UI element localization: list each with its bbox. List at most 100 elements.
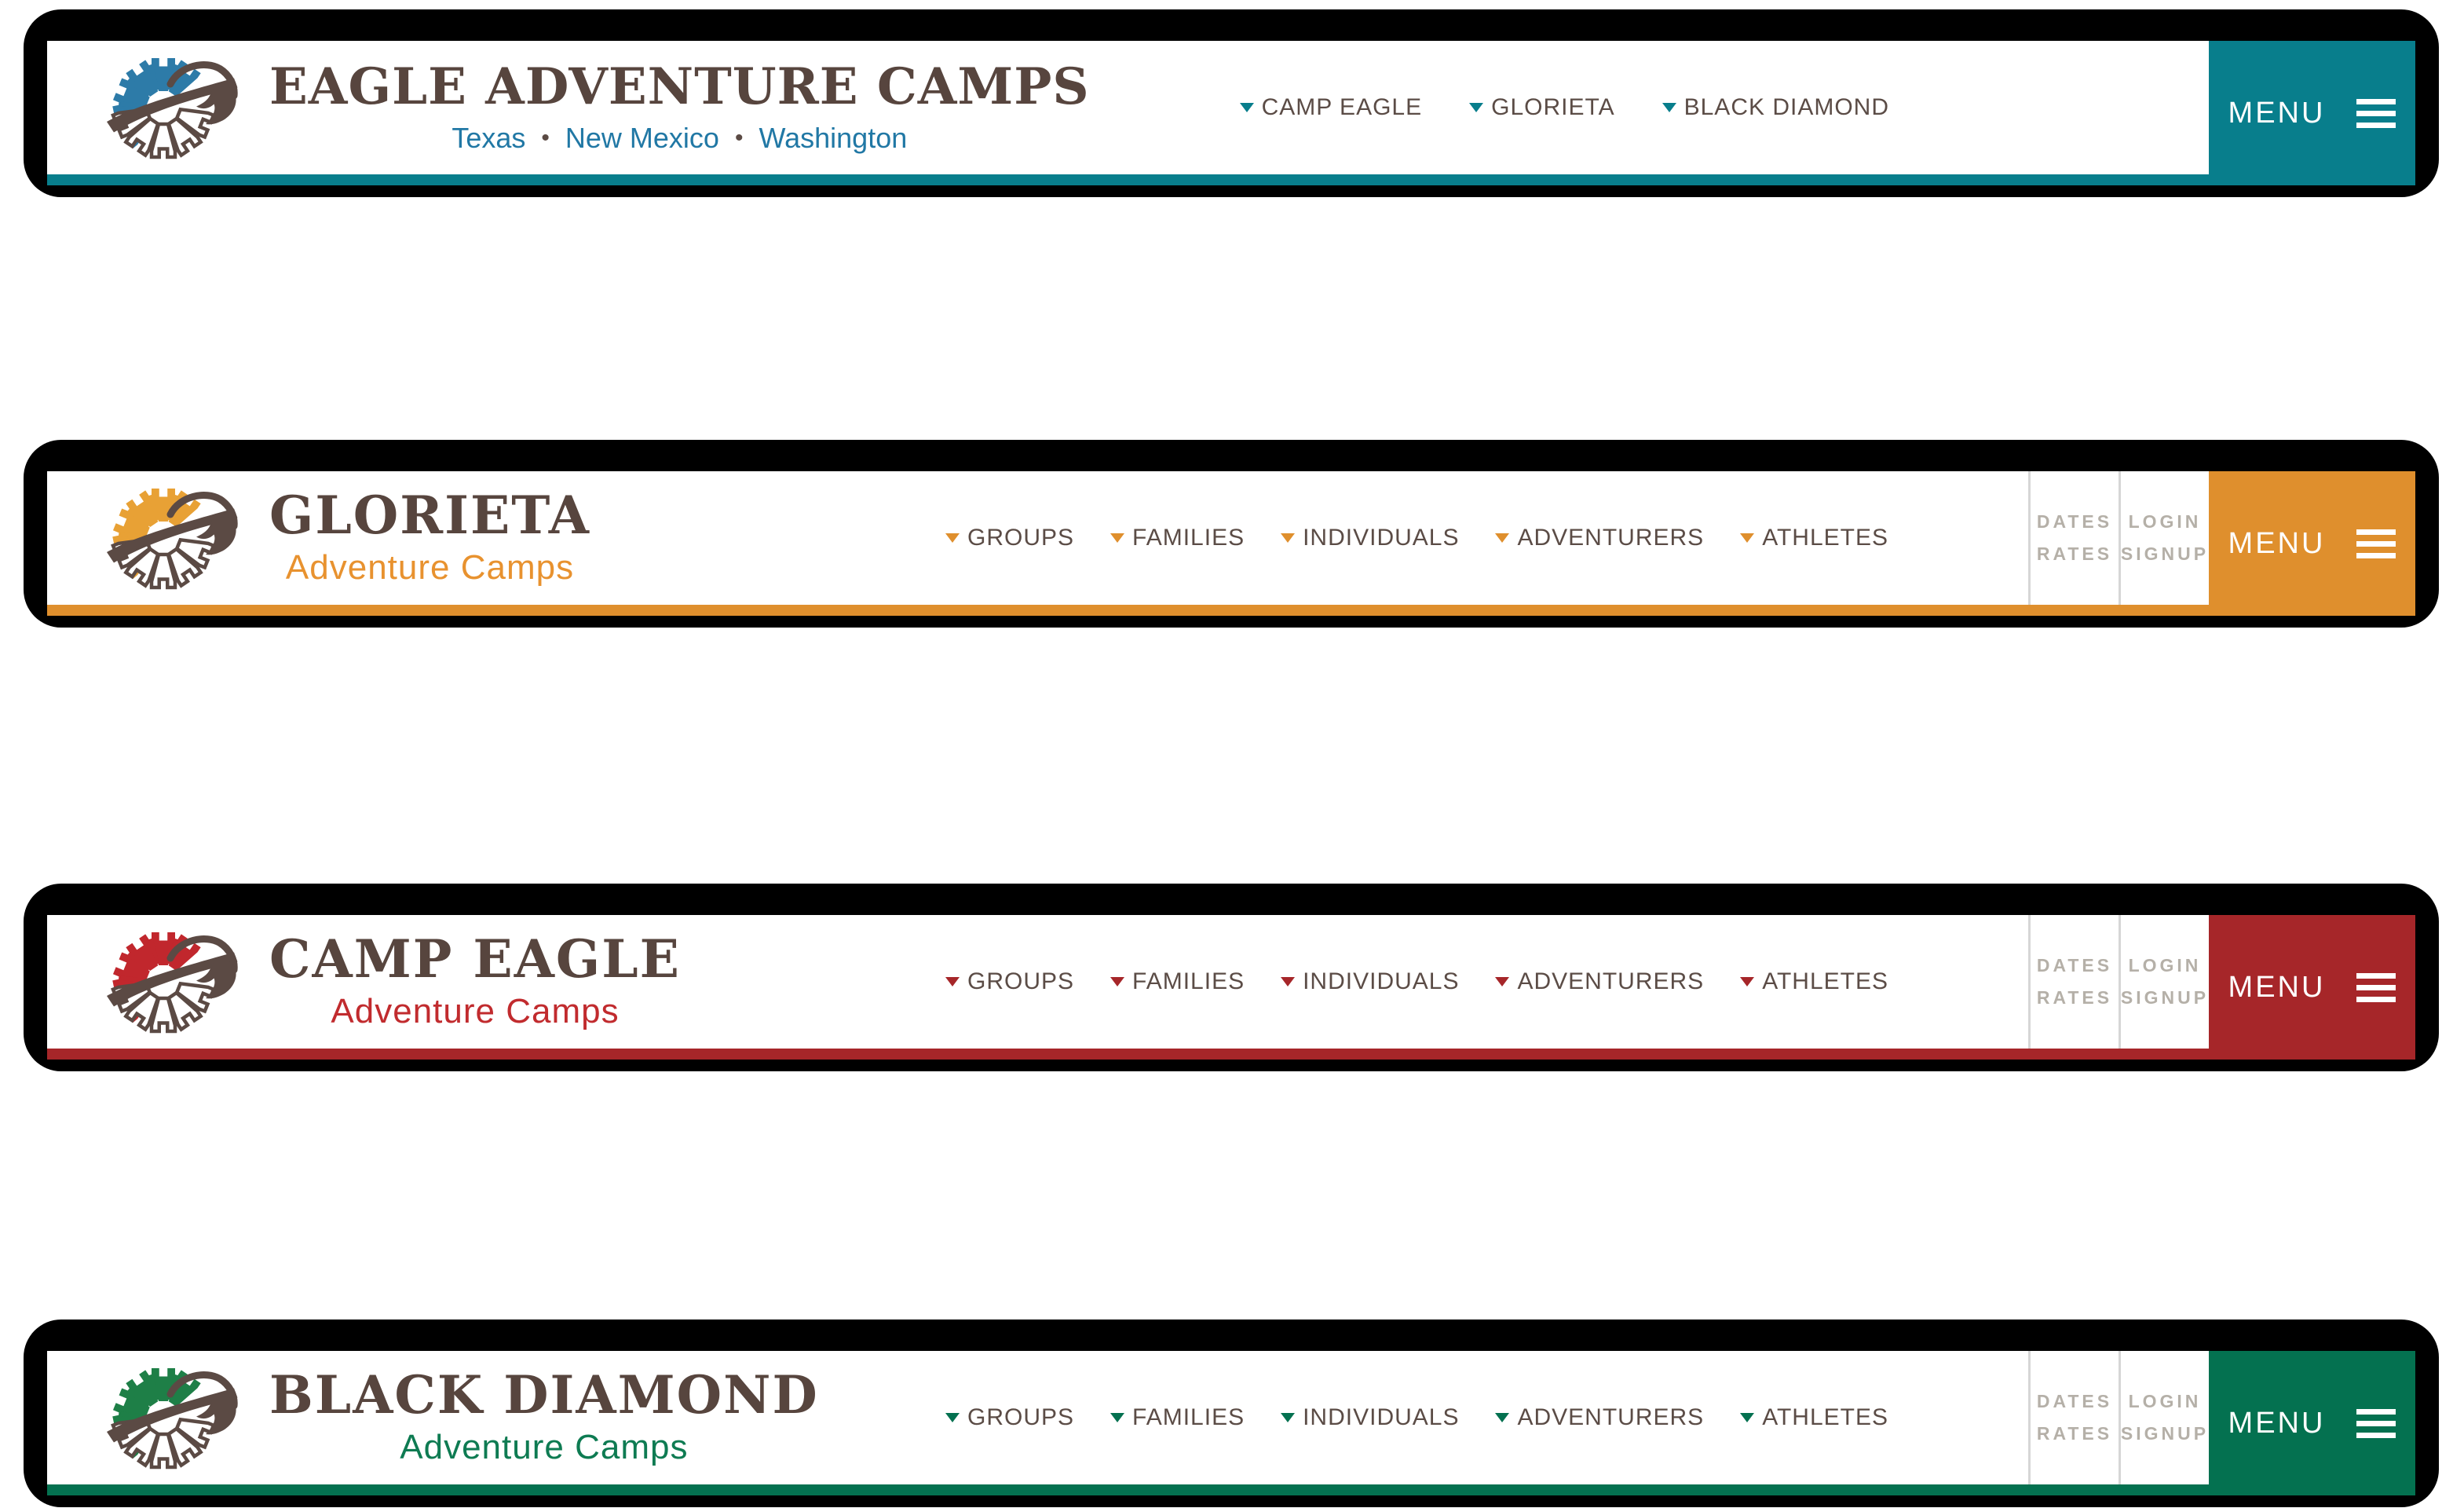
triangle-down-icon (945, 977, 960, 986)
primary-nav: GROUPS FAMILIES INDIVIDUALS ADVENTURERS … (945, 525, 1888, 551)
triangle-down-icon (1110, 533, 1125, 543)
header-glorieta: GLORIETA Adventure Camps GROUPS FAMILIES… (24, 440, 2439, 628)
location-texas: Texas (451, 121, 526, 154)
eagle-logo[interactable] (102, 479, 243, 597)
brand-title-link[interactable]: CAMP EAGLE Adventure Camps (269, 932, 681, 1030)
utility-links: DATES RATES LOGIN SIGNUP (2028, 1351, 2209, 1484)
nav-item-individuals[interactable]: INDIVIDUALS (1281, 968, 1459, 995)
brand-title: CAMP EAGLE (269, 928, 681, 990)
brand-subtitle: Adventure Camps (400, 1427, 689, 1466)
nav-item-groups[interactable]: GROUPS (945, 968, 1074, 995)
triangle-down-icon (1740, 533, 1755, 543)
eagle-logo[interactable] (102, 923, 243, 1041)
primary-nav: GROUPS FAMILIES INDIVIDUALS ADVENTURERS … (945, 1404, 1888, 1431)
vertical-divider (2028, 915, 2031, 1049)
brand-locations: Texas • New Mexico • Washington (451, 122, 907, 155)
menu-label: MENU (2228, 526, 2326, 560)
utility-links: DATES RATES LOGIN SIGNUP (2028, 915, 2209, 1049)
location-separator: • (541, 124, 550, 151)
brand-title-link[interactable]: EAGLE ADVENTURE CAMPS Texas • New Mexico… (269, 60, 1090, 154)
triangle-down-icon (1469, 103, 1484, 112)
triangle-down-icon (1495, 977, 1510, 986)
hamburger-icon (2356, 529, 2396, 558)
vertical-divider (2119, 471, 2121, 605)
menu-button[interactable]: MENU (2209, 41, 2415, 185)
nav-item-families[interactable]: FAMILIES (1110, 1404, 1245, 1431)
nav-item-athletes[interactable]: ATHLETES (1740, 525, 1888, 551)
utility-links: DATES RATES LOGIN SIGNUP (2028, 471, 2209, 605)
nav-item-athletes[interactable]: ATHLETES (1740, 968, 1888, 995)
vertical-divider (2119, 1351, 2121, 1484)
dates-rates-link[interactable]: DATES RATES (2036, 955, 2113, 1008)
triangle-down-icon (1495, 1413, 1510, 1422)
triangle-down-icon (1281, 1413, 1296, 1422)
menu-label: MENU (2228, 970, 2326, 1004)
location-new-mexico: New Mexico (565, 121, 719, 154)
header-camp-eagle: CAMP EAGLE Adventure Camps GROUPS FAMILI… (24, 884, 2439, 1071)
triangle-down-icon (1239, 103, 1254, 112)
dates-rates-link[interactable]: DATES RATES (2036, 1391, 2113, 1444)
accent-strip (47, 1484, 2415, 1495)
nav-item-glorieta[interactable]: GLORIETA (1469, 94, 1614, 121)
triangle-down-icon (945, 1413, 960, 1422)
menu-label: MENU (2228, 1406, 2326, 1440)
triangle-down-icon (1110, 977, 1125, 986)
eagle-logo[interactable] (102, 49, 243, 167)
brand-title: GLORIETA (269, 485, 591, 547)
nav-item-families[interactable]: FAMILIES (1110, 968, 1245, 995)
brand-title: BLACK DIAMOND (269, 1364, 819, 1426)
header-bar: CAMP EAGLE Adventure Camps GROUPS FAMILI… (47, 915, 2415, 1060)
brand-subtitle: Adventure Camps (285, 547, 575, 587)
nav-item-camp-eagle[interactable]: CAMP EAGLE (1239, 94, 1423, 121)
header-black-diamond: BLACK DIAMOND Adventure Camps GROUPS FAM… (24, 1320, 2439, 1507)
brand-title-link[interactable]: GLORIETA Adventure Camps (269, 489, 590, 587)
triangle-down-icon (1740, 1413, 1755, 1422)
nav-item-adventurers[interactable]: ADVENTURERS (1495, 1404, 1704, 1431)
triangle-down-icon (945, 533, 960, 543)
location-washington: Washington (759, 121, 908, 154)
menu-button[interactable]: MENU (2209, 471, 2415, 616)
triangle-down-icon (1110, 1413, 1125, 1422)
hamburger-icon (2356, 972, 2396, 1002)
header-bar: EAGLE ADVENTURE CAMPS Texas • New Mexico… (47, 41, 2415, 185)
nav-item-individuals[interactable]: INDIVIDUALS (1281, 525, 1459, 551)
header-bar: BLACK DIAMOND Adventure Camps GROUPS FAM… (47, 1351, 2415, 1495)
brand-subtitle: Adventure Camps (331, 991, 620, 1030)
triangle-down-icon (1662, 103, 1676, 112)
nav-item-athletes[interactable]: ATHLETES (1740, 1404, 1888, 1431)
brand-title: EAGLE ADVENTURE CAMPS (269, 57, 1090, 117)
hamburger-icon (2356, 1408, 2396, 1438)
nav-item-adventurers[interactable]: ADVENTURERS (1495, 525, 1704, 551)
login-signup-link[interactable]: LOGIN SIGNUP (2120, 1391, 2210, 1444)
brand-title-link[interactable]: BLACK DIAMOND Adventure Camps (269, 1368, 819, 1466)
nav-item-groups[interactable]: GROUPS (945, 1404, 1074, 1431)
dates-rates-link[interactable]: DATES RATES (2036, 511, 2113, 564)
accent-strip (47, 1049, 2415, 1060)
header-eagle-adventure-camps: EAGLE ADVENTURE CAMPS Texas • New Mexico… (24, 9, 2439, 197)
vertical-divider (2119, 915, 2121, 1049)
menu-button[interactable]: MENU (2209, 1351, 2415, 1495)
primary-nav: CAMP EAGLE GLORIETA BLACK DIAMOND (1239, 94, 1889, 121)
primary-nav: GROUPS FAMILIES INDIVIDUALS ADVENTURERS … (945, 968, 1888, 995)
nav-item-black-diamond[interactable]: BLACK DIAMOND (1662, 94, 1889, 121)
login-signup-link[interactable]: LOGIN SIGNUP (2120, 955, 2210, 1008)
menu-button[interactable]: MENU (2209, 915, 2415, 1060)
nav-item-individuals[interactable]: INDIVIDUALS (1281, 1404, 1459, 1431)
vertical-divider (2028, 471, 2031, 605)
accent-strip (47, 605, 2415, 616)
eagle-logo[interactable] (102, 1359, 243, 1477)
menu-label: MENU (2228, 96, 2326, 130)
nav-item-groups[interactable]: GROUPS (945, 525, 1074, 551)
vertical-divider (2028, 1351, 2031, 1484)
triangle-down-icon (1495, 533, 1510, 543)
hamburger-icon (2356, 98, 2396, 128)
header-bar: GLORIETA Adventure Camps GROUPS FAMILIES… (47, 471, 2415, 616)
triangle-down-icon (1281, 533, 1296, 543)
triangle-down-icon (1740, 977, 1755, 986)
triangle-down-icon (1281, 977, 1296, 986)
location-separator: • (734, 124, 744, 151)
nav-item-families[interactable]: FAMILIES (1110, 525, 1245, 551)
login-signup-link[interactable]: LOGIN SIGNUP (2120, 511, 2210, 564)
accent-strip (47, 174, 2415, 185)
nav-item-adventurers[interactable]: ADVENTURERS (1495, 968, 1704, 995)
